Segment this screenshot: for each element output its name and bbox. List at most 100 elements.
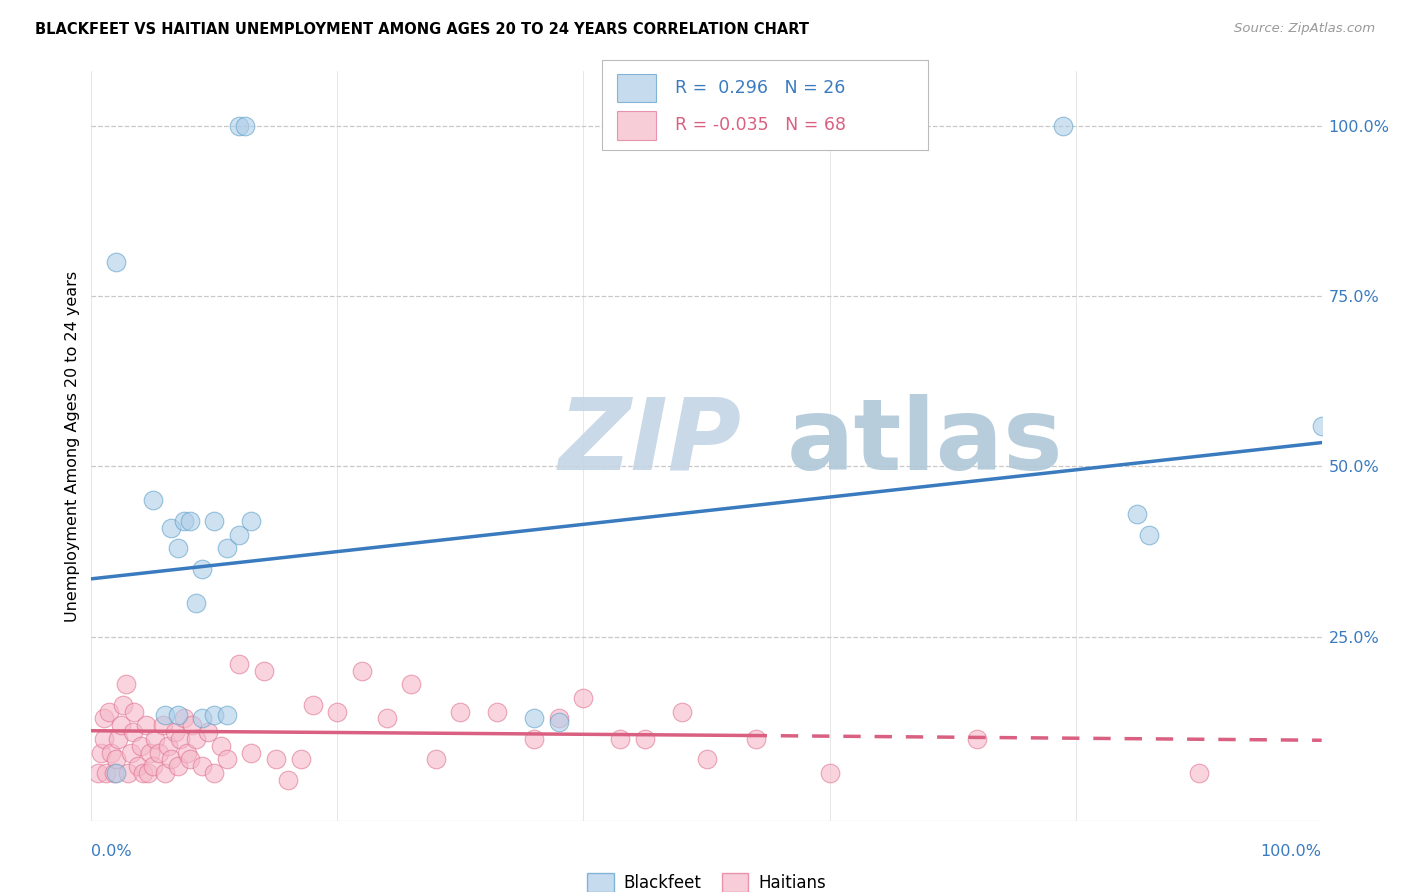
Y-axis label: Unemployment Among Ages 20 to 24 years: Unemployment Among Ages 20 to 24 years bbox=[65, 270, 80, 622]
Point bbox=[277, 772, 299, 787]
Point bbox=[228, 657, 250, 671]
Point bbox=[136, 766, 159, 780]
Point bbox=[142, 493, 165, 508]
Point bbox=[326, 705, 349, 719]
Point bbox=[107, 731, 129, 746]
Point bbox=[1187, 766, 1209, 780]
Point bbox=[301, 698, 323, 712]
Point bbox=[90, 746, 112, 760]
Point bbox=[181, 718, 204, 732]
Text: ZIP: ZIP bbox=[558, 393, 742, 491]
Point bbox=[173, 711, 195, 725]
Point bbox=[215, 708, 238, 723]
Point bbox=[1126, 507, 1149, 521]
Point bbox=[152, 718, 174, 732]
Point bbox=[166, 541, 188, 556]
Point bbox=[153, 708, 177, 723]
Point bbox=[184, 731, 207, 746]
Point bbox=[202, 766, 225, 780]
Point bbox=[176, 746, 198, 760]
Text: 0.0%: 0.0% bbox=[91, 845, 132, 859]
Point bbox=[215, 541, 238, 556]
Point bbox=[375, 711, 398, 725]
Point bbox=[547, 711, 569, 725]
Point bbox=[202, 708, 225, 723]
Point bbox=[1139, 527, 1161, 541]
Point bbox=[105, 766, 127, 780]
Bar bbox=[617, 112, 657, 139]
Text: R = -0.035   N = 68: R = -0.035 N = 68 bbox=[675, 116, 845, 135]
Point bbox=[572, 691, 595, 706]
Point bbox=[93, 731, 115, 746]
Point bbox=[745, 731, 768, 746]
Point bbox=[228, 119, 250, 133]
Point bbox=[139, 746, 162, 760]
Point bbox=[127, 759, 149, 773]
Point bbox=[523, 711, 546, 725]
Point bbox=[142, 759, 165, 773]
Point bbox=[148, 746, 170, 760]
Point bbox=[100, 746, 122, 760]
Point bbox=[191, 711, 214, 725]
Point bbox=[169, 731, 191, 746]
Point bbox=[114, 677, 138, 691]
Point bbox=[132, 766, 155, 780]
Point bbox=[264, 752, 287, 766]
Point bbox=[523, 731, 546, 746]
Point bbox=[818, 766, 841, 780]
Point bbox=[103, 766, 125, 780]
Point bbox=[290, 752, 312, 766]
Point bbox=[129, 739, 152, 753]
Point bbox=[215, 752, 238, 766]
Point bbox=[105, 752, 127, 766]
Text: atlas: atlas bbox=[786, 393, 1063, 491]
Point bbox=[486, 705, 509, 719]
Bar bbox=[617, 74, 657, 102]
Point bbox=[233, 119, 256, 133]
Point bbox=[163, 725, 186, 739]
Text: R =  0.296   N = 26: R = 0.296 N = 26 bbox=[675, 78, 845, 97]
Point bbox=[547, 714, 569, 729]
Point bbox=[122, 725, 145, 739]
Point bbox=[166, 708, 188, 723]
Point bbox=[110, 718, 132, 732]
Point bbox=[117, 766, 139, 780]
Legend: Blackfeet, Haitians: Blackfeet, Haitians bbox=[581, 866, 832, 892]
Point bbox=[145, 731, 166, 746]
Point bbox=[173, 514, 195, 528]
Point bbox=[179, 752, 201, 766]
Point bbox=[399, 677, 422, 691]
Point bbox=[609, 731, 631, 746]
Point bbox=[160, 752, 183, 766]
Point bbox=[105, 255, 127, 269]
Point bbox=[191, 759, 214, 773]
Point bbox=[634, 731, 657, 746]
Point bbox=[97, 705, 120, 719]
Point bbox=[112, 698, 135, 712]
Text: BLACKFEET VS HAITIAN UNEMPLOYMENT AMONG AGES 20 TO 24 YEARS CORRELATION CHART: BLACKFEET VS HAITIAN UNEMPLOYMENT AMONG … bbox=[35, 22, 808, 37]
Text: Source: ZipAtlas.com: Source: ZipAtlas.com bbox=[1234, 22, 1375, 36]
Point bbox=[135, 718, 156, 732]
Point bbox=[1052, 119, 1074, 133]
Point bbox=[240, 514, 263, 528]
Point bbox=[153, 766, 177, 780]
Point bbox=[240, 746, 263, 760]
Point bbox=[120, 746, 142, 760]
Point bbox=[253, 664, 276, 678]
Point bbox=[671, 705, 693, 719]
Point bbox=[191, 561, 214, 575]
Point bbox=[197, 725, 219, 739]
Bar bbox=[602, 60, 928, 150]
Point bbox=[966, 731, 988, 746]
Point bbox=[228, 527, 250, 541]
Point bbox=[96, 766, 117, 780]
Point bbox=[202, 514, 225, 528]
Point bbox=[449, 705, 471, 719]
Point bbox=[86, 766, 108, 780]
Point bbox=[179, 514, 201, 528]
Point bbox=[93, 711, 115, 725]
Point bbox=[166, 759, 188, 773]
Point bbox=[156, 739, 179, 753]
Point bbox=[184, 596, 207, 610]
Point bbox=[209, 739, 232, 753]
